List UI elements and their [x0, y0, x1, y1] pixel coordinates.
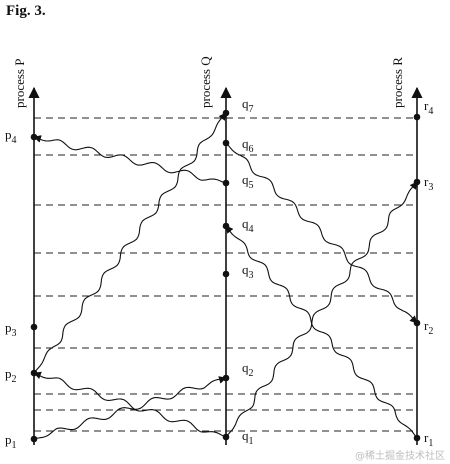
- event-label-r4: r4: [424, 98, 433, 117]
- message-q1-to-r3: [225, 181, 418, 438]
- message-q1-to-p2: [33, 371, 227, 438]
- event-label-r2: r2: [424, 318, 433, 337]
- event-label-q5: q5: [242, 172, 254, 191]
- event-dot-q1: [222, 433, 230, 441]
- event-label-p2: p2: [5, 366, 17, 385]
- message-q6-to-r2: [225, 142, 418, 324]
- message-p1-to-q2: [33, 376, 227, 440]
- event-dots: [30, 109, 421, 443]
- event-dot-q2: [222, 374, 230, 382]
- watermark: @稀土掘金技术社区: [355, 449, 445, 462]
- message-q5-to-p4: [33, 135, 227, 184]
- event-label-q2: q2: [242, 360, 254, 379]
- messages: [33, 112, 418, 440]
- event-dot-p3: [30, 323, 38, 331]
- event-dot-p2: [30, 369, 38, 377]
- event-label-q4: q4: [242, 216, 254, 235]
- event-label-p3: p3: [5, 320, 17, 339]
- event-dot-r2: [413, 319, 421, 327]
- event-label-q3: q3: [242, 262, 254, 281]
- event-label-q7: q7: [242, 96, 254, 115]
- event-label-r3: r3: [424, 174, 433, 193]
- event-dot-q4: [222, 222, 230, 230]
- process-label-r: process R: [390, 57, 405, 108]
- event-dot-r1: [413, 434, 421, 442]
- event-dot-p4: [30, 133, 38, 141]
- message-p2-to-q7: [33, 112, 227, 374]
- event-dot-q6: [222, 139, 230, 147]
- event-label-q1: q1: [242, 428, 254, 447]
- event-label-p1: p1: [5, 432, 17, 451]
- process-lines: [28, 86, 423, 445]
- event-dot-r4: [413, 113, 421, 121]
- figure-title: Fig. 3.: [6, 3, 46, 19]
- process-label-p: process P: [12, 59, 27, 108]
- event-dot-p1: [30, 435, 38, 443]
- event-dot-q3: [222, 270, 230, 278]
- event-dot-r3: [413, 178, 421, 186]
- message-r1-to-q4: [225, 225, 418, 439]
- event-dot-q5: [222, 179, 230, 187]
- event-dot-q7: [222, 109, 230, 117]
- event-label-q6: q6: [242, 136, 254, 155]
- event-label-p4: p4: [5, 127, 17, 146]
- event-label-r1: r1: [424, 430, 433, 449]
- process-label-q: process Q: [198, 56, 213, 108]
